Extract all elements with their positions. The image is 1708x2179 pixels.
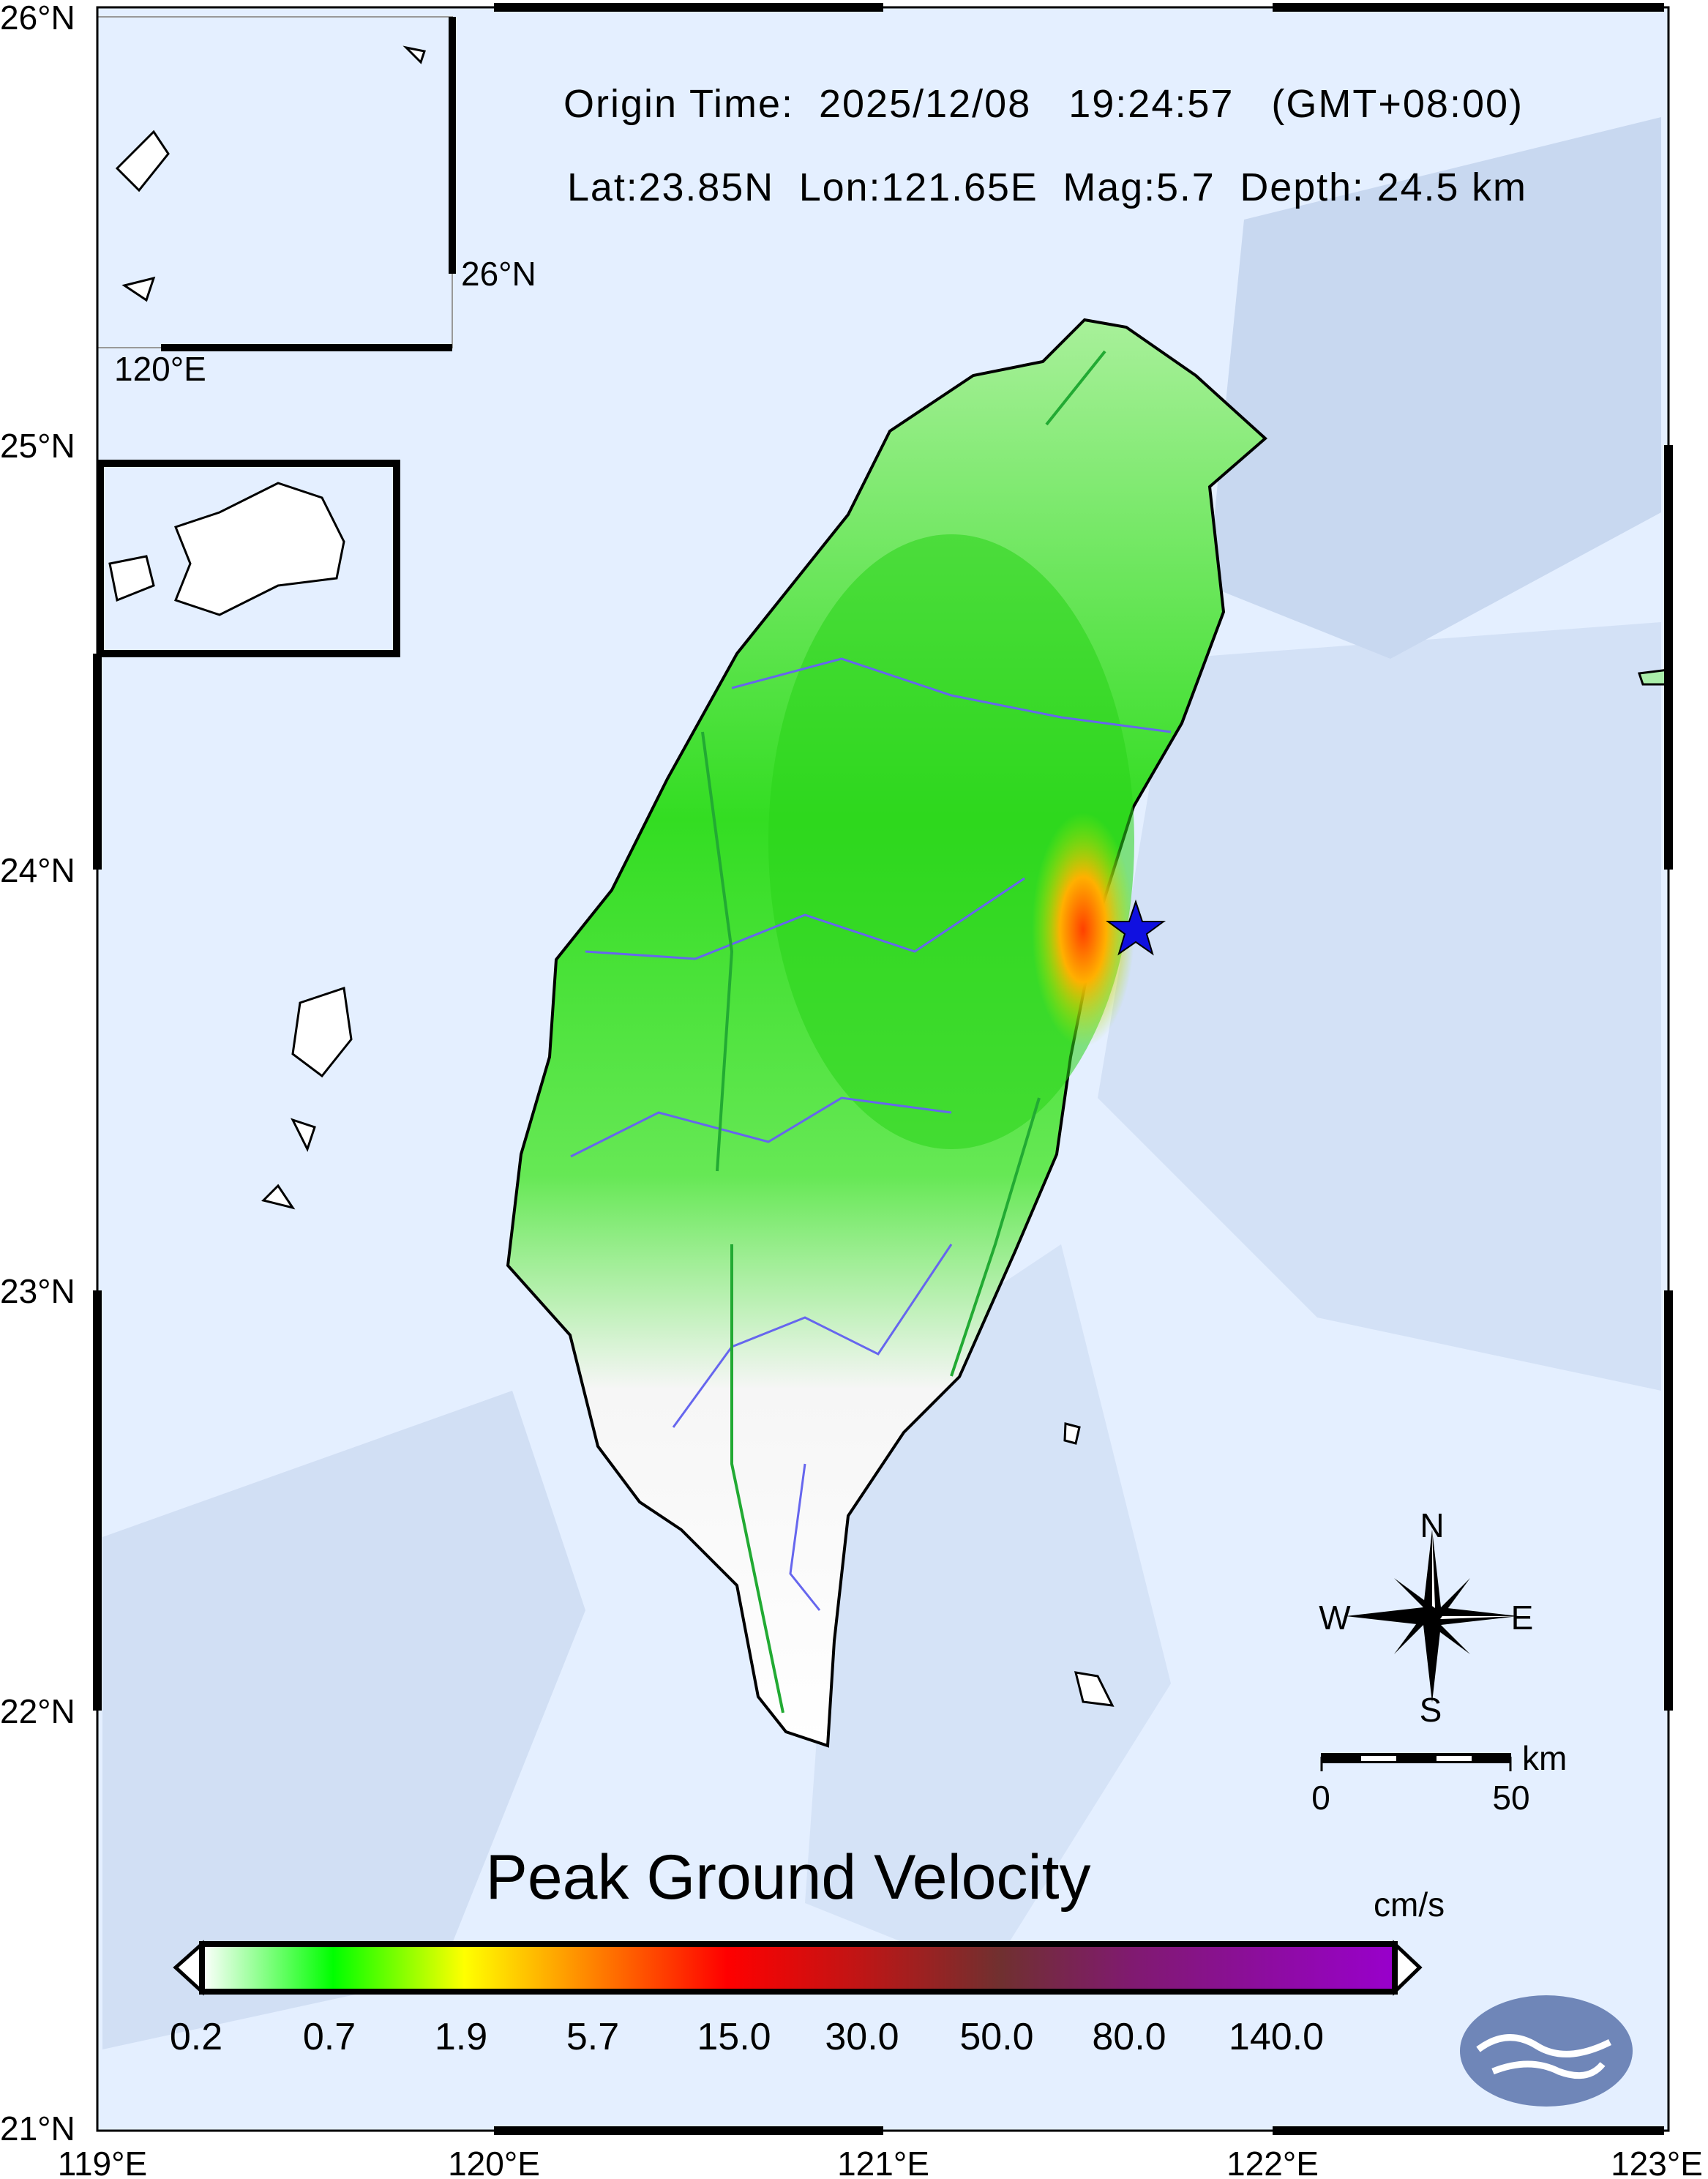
lat-label-22: 22°N [0, 1692, 75, 1730]
legend-tick: 140.0 [1229, 2016, 1324, 2058]
pgv-zone-hot [1032, 812, 1134, 1047]
legend-tick: 50.0 [959, 2016, 1033, 2058]
offshore-islands [1063, 668, 1670, 1707]
lat-label-21: 21°N [0, 2109, 75, 2148]
legend-tick: 0.2 [170, 2016, 222, 2058]
scale-start: 0 [1311, 1779, 1330, 1817]
lon-label-120: 120°E [448, 2145, 540, 2179]
legend-tick: 80.0 [1092, 2016, 1166, 2058]
compass-s: S [1420, 1691, 1442, 1729]
pgv-legend: Peak Ground Velocity cm/s 0.2 0.7 1.9 5.… [170, 1842, 1445, 2058]
lon-label-121: 121°E [837, 2145, 929, 2179]
lat-label-24: 24°N [0, 851, 75, 889]
inset-map-kinmen [97, 460, 400, 657]
legend-tick: 5.7 [566, 2016, 619, 2058]
compass-labels: N S W E [1319, 1506, 1533, 1729]
event-info-text: Lat:23.85N Lon:121.65E Mag:5.7 Depth: 24… [567, 165, 1526, 209]
lon-label-122: 122°E [1226, 2145, 1319, 2179]
compass-n: N [1420, 1506, 1444, 1544]
lat-label-23: 23°N [0, 1272, 75, 1310]
inset-lat-label: 26°N [461, 255, 536, 293]
lon-label-119: 119°E [58, 2145, 147, 2179]
legend-unit: cm/s [1374, 1885, 1445, 1924]
penghu-islands [261, 987, 353, 1210]
compass-w: W [1319, 1599, 1351, 1637]
legend-tick: 1.9 [435, 2016, 487, 2058]
lon-label-123: 123°E [1611, 2145, 1703, 2179]
cwa-logo [1460, 1995, 1633, 2107]
epicenter-star-icon [1105, 899, 1166, 956]
colorbar-ticks: 0.2 0.7 1.9 5.7 15.0 30.0 50.0 80.0 140.… [170, 2016, 1324, 2058]
legend-tick: 0.7 [303, 2016, 356, 2058]
legend-tick: 15.0 [697, 2016, 771, 2058]
colorbar [199, 1941, 1398, 1995]
scale-end: 50 [1492, 1779, 1529, 1817]
frame-ticks [93, 3, 1673, 2135]
inset-map-matsu: 26°N 120°E [97, 16, 536, 388]
longitude-labels: 119°E 120°E 121°E 122°E 123°E [58, 2145, 1703, 2179]
rivers [570, 657, 1172, 1611]
legend-tick: 30.0 [825, 2016, 899, 2058]
inset-lon-label: 120°E [114, 350, 206, 388]
compass-e: E [1511, 1599, 1534, 1637]
lat-label-26: 26°N [0, 0, 75, 37]
scale-bar: km 0 50 [1311, 1739, 1567, 1817]
latitude-labels: 26°N 25°N 24°N 23°N 22°N 21°N [0, 0, 75, 2148]
legend-title: Peak Ground Velocity [485, 1842, 1090, 1913]
lat-label-25: 25°N [0, 427, 75, 465]
compass-rose-icon [1346, 1530, 1518, 1703]
faults [701, 350, 1106, 1713]
scale-unit: km [1522, 1739, 1567, 1777]
